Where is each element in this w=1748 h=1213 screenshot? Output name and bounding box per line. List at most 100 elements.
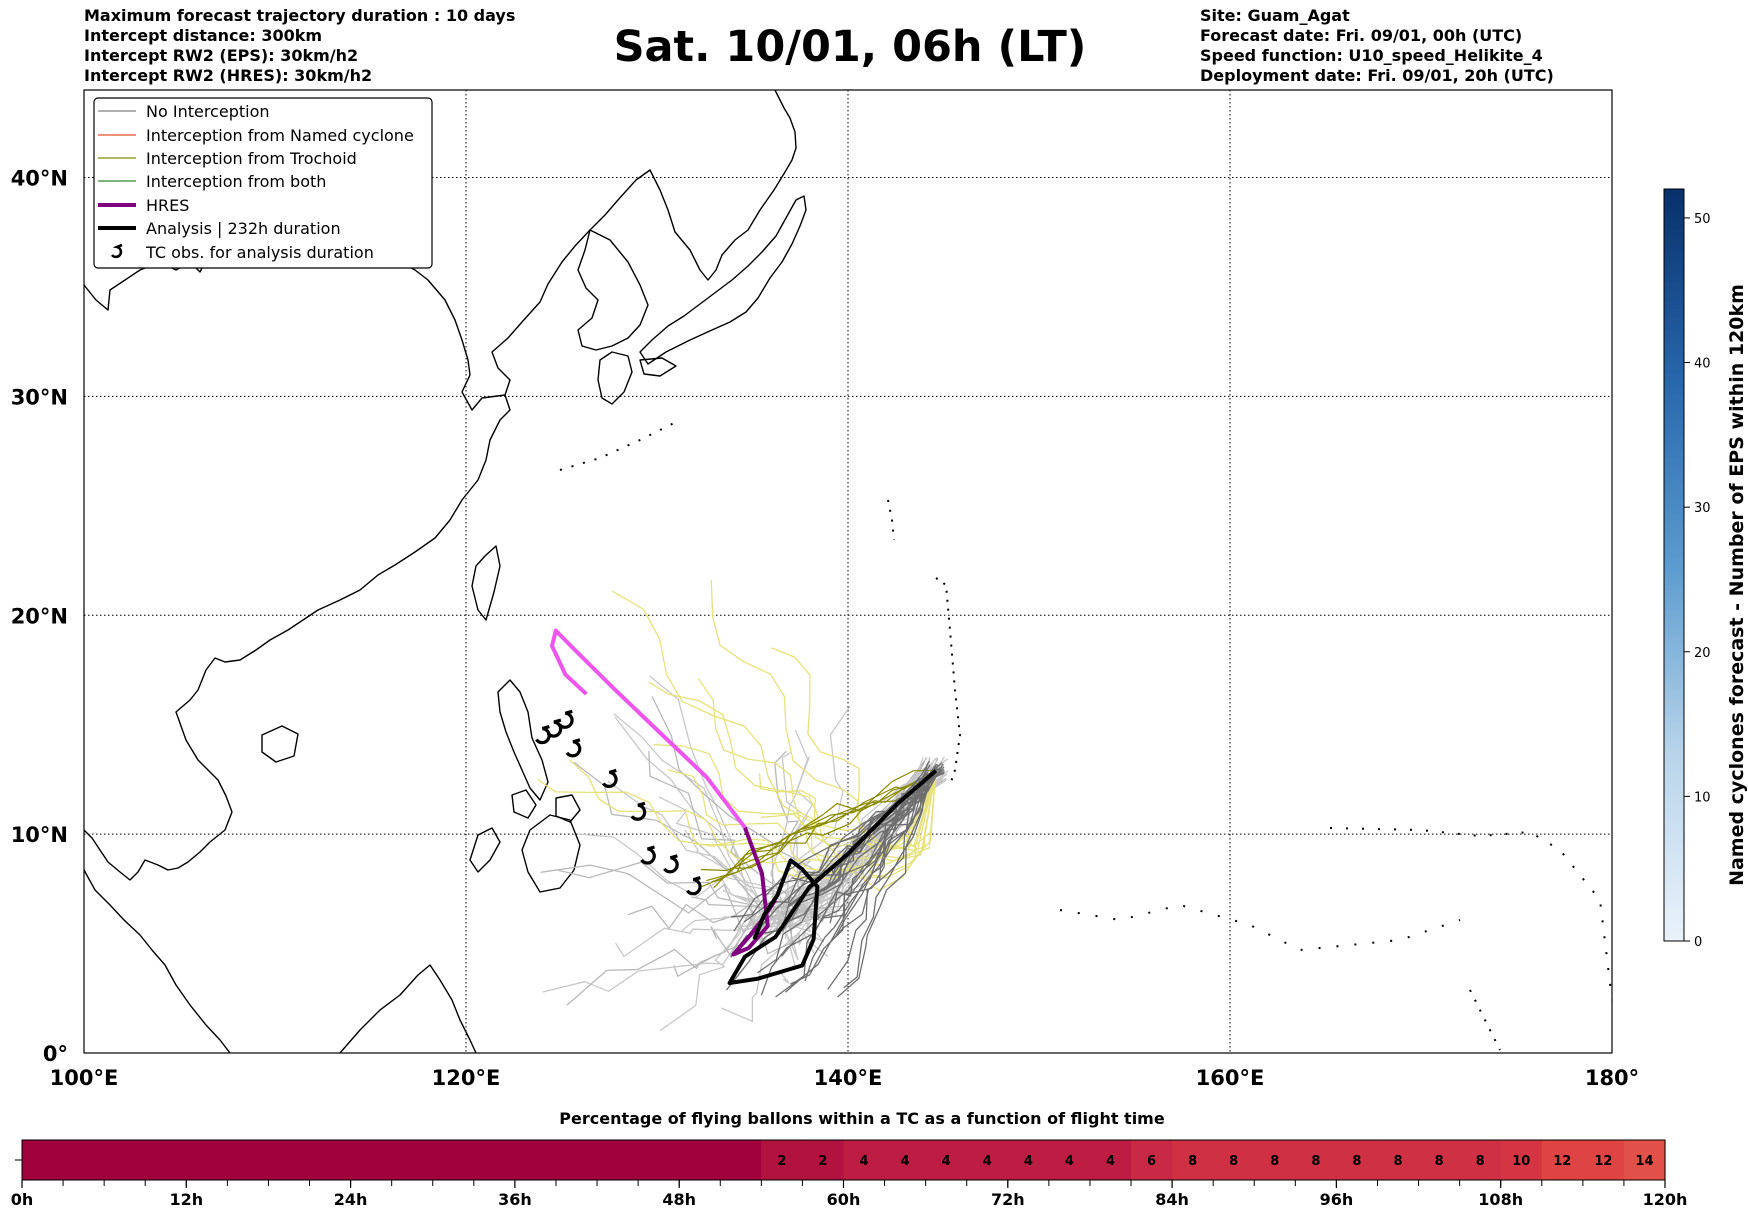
map-axis-labels: 100°E 120°E 140°E 160°E 180° 0° 10°N 20°N 30°N 40… [11,167,1639,1090]
info-line: Maximum forecast trajectory duration : 1… [84,6,516,25]
eps-trajectory-no-interception [784,774,939,993]
bar-segment [432,1140,475,1180]
legend-label: Analysis | 232h duration [146,219,341,238]
forecast-parameters: Maximum forecast trajectory duration : 1… [84,6,515,86]
trochoid-interception-trajectory [713,770,937,883]
bar-value-label: 6 [1147,1154,1156,1169]
bar-segment [514,1140,557,1180]
bar-segment [1089,1140,1132,1180]
trochoid-trajectory [653,744,937,873]
flight-time-bar: Percentage of flying ballons within a TC… [11,1109,1688,1209]
bar-segment [227,1140,270,1180]
bar-segment [843,1140,886,1180]
legend-entry-trochoid: Interception from Trochoid [98,149,357,168]
site-parameters: Site: Guam_Agat Forecast date: Fri. 09/0… [1200,6,1554,86]
longitude-tick-label: 140°E [814,1066,883,1090]
map-legend: No Interception Interception from Named … [93,97,433,269]
bar-tick-label: 84h [1155,1190,1189,1209]
eps-trajectory-no-interception [835,778,934,936]
info-line: Intercept distance: 300km [84,26,323,45]
trochoid-trajectory [771,647,937,851]
analysis-track [727,769,938,985]
kyushu-coastline [597,351,633,405]
bar-value-label: 8 [1393,1154,1402,1169]
bar-segment [966,1140,1009,1180]
bar-value-label: 14 [1635,1154,1653,1169]
bar-value-label: 8 [1229,1154,1238,1169]
bar-value-label: 8 [1311,1154,1320,1169]
taiwan-coastline [471,545,501,621]
bar-tick-label: 96h [1320,1190,1354,1209]
trochoid-trajectory [760,770,937,891]
map-panel: 100°E 120°E 140°E 160°E 180° 0° 10°N 20°N 30°N 40… [11,89,1639,1090]
colorbar-tick-label: 30 [1694,501,1711,516]
bar-tick-label: 72h [991,1190,1025,1209]
trochoid-trajectory [667,769,937,873]
visayas-coastline [511,789,537,819]
bar-value-label: 8 [1352,1154,1361,1169]
bar-value-label: 8 [1435,1154,1444,1169]
bar-segment [884,1140,927,1180]
bar-segment [473,1140,516,1180]
bar-segment [1377,1140,1420,1180]
longitude-tick-label: 160°E [1196,1066,1265,1090]
legend-label: Interception from Trochoid [146,149,357,168]
bar-tick-label: 36h [498,1190,532,1209]
bar-segment [1582,1140,1625,1180]
bar-segment [391,1140,434,1180]
bar-segment [925,1140,968,1180]
tc-observation-marker [630,801,647,821]
trochoid-interception-trajectory [706,770,937,882]
china-south-coastline [84,394,511,881]
legend-label: No Interception [146,102,270,121]
legend-entry-both: Interception from both [98,172,326,191]
bar-segment [63,1140,105,1180]
bar-tick-label: 60h [827,1190,861,1209]
colorbar-tick-label: 20 [1694,646,1711,661]
latitude-tick-label: 10°N [11,823,68,847]
bar-tick-label: 0h [11,1190,34,1209]
trochoid-trajectory [611,590,937,852]
eps-trajectory [540,779,924,933]
info-line: Deployment date: Fri. 09/01, 20h (UTC) [1200,66,1554,85]
colorbar-gradient [1663,188,1685,942]
legend-label: Interception from Named cyclone [146,126,414,145]
borneo-coastline [339,964,477,1053]
bar-segment [679,1140,721,1180]
info-line: Forecast date: Fri. 09/01, 00h (UTC) [1200,26,1523,45]
tc-observation-marker [601,768,618,788]
bar-segment [1500,1140,1543,1180]
bar-segment [1172,1140,1214,1180]
bonin-islands [887,499,895,541]
legend-entry-no-interception: No Interception [98,102,270,121]
bar-value-label: 8 [1188,1154,1197,1169]
legend-entry-tc-obs: TC obs. for analysis duration [110,243,374,262]
bar-segment [1254,1140,1296,1180]
bar-value-label: 4 [1106,1154,1115,1169]
trochoid-trajectory [710,579,937,851]
bar-value-label: 2 [818,1154,827,1169]
bar-segment [597,1140,639,1180]
bar-segment [1336,1140,1379,1180]
bar-tick-label: 48h [662,1190,696,1209]
map-frame [83,89,1613,1054]
colorbar-tick-label: 10 [1694,790,1711,805]
legend-entry-hres: HRES [98,196,189,215]
hainan-coastline [261,725,299,763]
colorbar-tick-label: 50 [1694,212,1711,227]
latitude-tick-label: 20°N [11,604,68,628]
bar-value-label: 12 [1553,1154,1571,1169]
bar-value-label: 8 [1476,1154,1485,1169]
bar-segment [1213,1140,1255,1180]
bar-segment [1459,1140,1502,1180]
colorbar-ticks: 0 10 20 30 40 50 [1684,212,1711,950]
chart-title: Sat. 10/01, 06h (LT) [613,22,1087,72]
eps-trajectory-no-interception [820,772,945,892]
bar-tick-label: 108h [1478,1190,1523,1209]
bar-segment [1623,1140,1666,1180]
bar-segment [555,1140,598,1180]
bar-segment [186,1140,228,1180]
eps-trajectory-no-interception [837,764,939,998]
info-line: Site: Guam_Agat [1200,6,1350,25]
bar-tick-label: 24h [334,1190,368,1209]
